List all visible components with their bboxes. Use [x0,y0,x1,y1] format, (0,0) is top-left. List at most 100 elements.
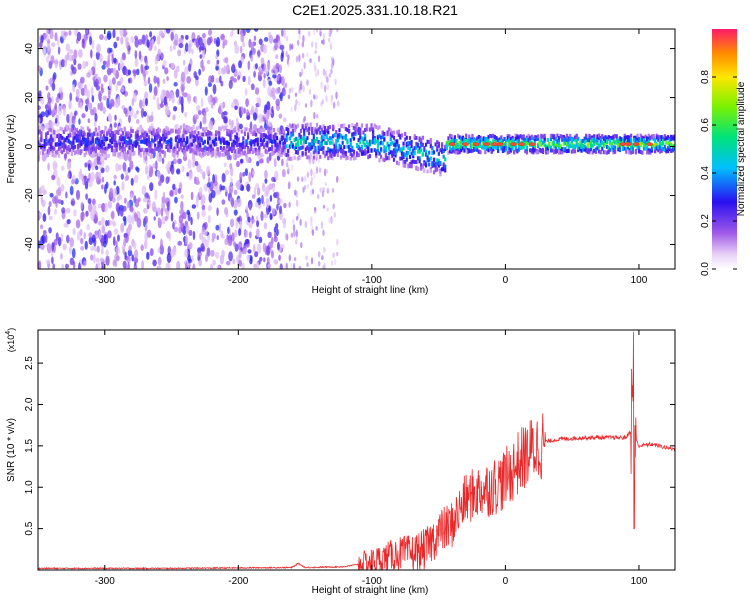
spectrogram-speckle [61,207,66,214]
spectrogram-speckle [99,164,102,170]
spectrogram-cell [533,135,537,140]
spectrogram-speckle [304,220,308,229]
spectrogram-cell [365,123,368,128]
spectrogram-cell [147,128,150,133]
spectrogram-cell [86,132,89,137]
spectrogram-cell [436,145,439,150]
spectrogram-speckle [291,43,294,50]
spectrogram-cell [458,140,461,145]
spectrogram-speckle [85,29,89,35]
spectrogram-cell [304,147,307,152]
spectrogram-cell [472,146,476,151]
spectrogram-speckle [178,95,182,105]
spectrogram-speckle [54,195,59,204]
spectrogram-speckle [82,60,87,70]
spectrogram-cell [577,136,580,141]
spectrogram-cell [168,143,171,148]
spectrogram-cell [655,146,658,151]
spectrogram-speckle [133,174,139,184]
spectrogram-speckle [185,224,190,234]
spectrogram-cell [464,144,468,149]
spectrogram-speckle [273,157,277,168]
spectrogram-cell [373,140,376,145]
spectrogram-speckle [243,248,248,253]
spectrogram-speckle [89,102,93,111]
spectrogram-speckle [303,185,307,190]
spectrogram-cell [557,150,561,155]
spectrogram-cell [152,149,155,154]
spectrogram-cell [554,137,557,142]
spectrogram-speckle [104,36,108,41]
spectrogram-speckle [80,201,84,210]
spectrogram-speckle [192,263,196,269]
spectrogram-speckle [162,90,167,96]
spectrogram-speckle [186,172,189,177]
spectrogram-cell [383,158,386,163]
spectrogram-cell [492,134,495,139]
spectrogram-cell [61,135,64,140]
snr-frame [37,329,676,571]
spectrogram-cell [532,136,535,141]
spectrogram-cell [642,146,646,151]
spectrogram-cell [397,161,400,166]
spectrogram-speckle [306,79,309,87]
spectrogram-cell [596,134,599,139]
spectrogram-cell [450,149,453,154]
spectrogram-cell [184,143,187,148]
spectrogram-cell [77,150,80,155]
spectrogram-speckle [142,98,146,108]
spectrogram-cell [166,131,170,136]
spectrogram-cell [388,151,391,156]
spectrogram-cell [80,125,83,130]
spectrogram-cell [673,146,675,151]
spectrogram-cell [572,144,575,149]
spectrogram-cell [589,144,593,149]
spectrogram-cell [559,144,562,149]
spectrogram-speckle [40,111,46,117]
spectrogram-speckle [52,263,56,269]
spectrogram-cell [532,146,535,151]
spectrogram-cell [480,142,484,147]
spectrogram-speckle [46,101,51,110]
spectrogram-cell [410,144,413,149]
spectrogram-cell [280,150,283,155]
spectrogram-cell [109,138,112,143]
spectrogram-speckle [234,229,238,238]
spectrogram-speckle [65,209,70,214]
spectrogram-speckle [181,103,184,114]
spectrogram-speckle [256,96,260,103]
spectrogram-cell [80,140,83,145]
spectrogram-cell [394,153,397,158]
spectrogram-cell [508,134,511,139]
spectrogram-cell [605,136,609,141]
spectrogram-cell [176,135,179,140]
spectrogram-speckle [315,95,318,100]
spectrogram-cell [359,148,362,153]
spectrogram-cell [522,134,525,139]
spectrogram-speckle [246,183,251,192]
spectrogram-speckle [247,249,252,254]
spectrogram-speckle [287,54,290,61]
spectrogram-cell [333,148,336,153]
spectrogram-cell [269,132,272,137]
spectrogram-speckle [96,245,100,253]
spectrogram-speckle [112,67,117,76]
spectrogram-cell [396,139,399,144]
spectrogram-speckle [68,100,72,110]
spectrogram-speckle [236,217,241,222]
spectrogram-cell [373,137,376,142]
spectrogram-cell [540,149,543,154]
spectrogram-cell [525,141,529,146]
spectrogram-cell [296,123,299,128]
spectrogram-speckle [253,251,259,258]
spectrogram-speckle [113,174,117,180]
spectrogram-cell [312,139,315,144]
spectrogram-speckle [78,49,83,58]
spectrogram-cell [487,148,490,153]
spectrogram-speckle [125,174,129,181]
spectrogram-speckle [102,95,108,101]
spectrogram-cell [421,164,424,169]
spectrogram-cell [83,153,86,158]
spectrogram-cell [206,146,210,151]
spectrogram-speckle [196,163,202,173]
